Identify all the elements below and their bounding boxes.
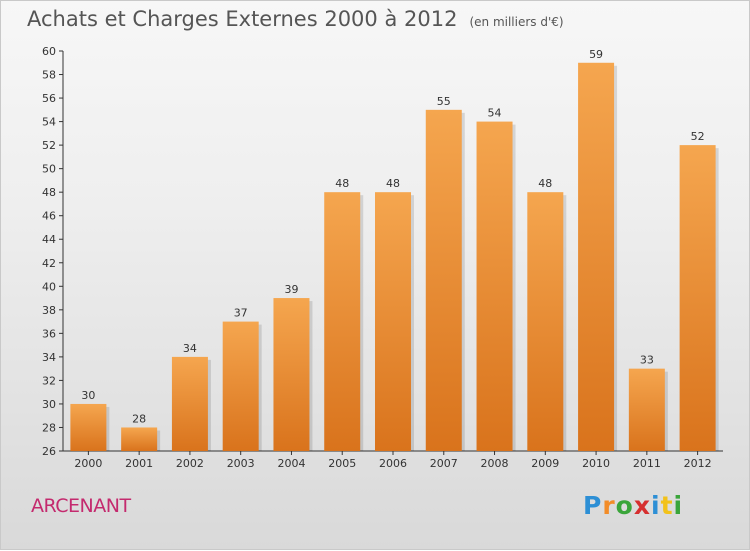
y-tick-label: 42 <box>42 257 56 270</box>
x-tick-label: 2008 <box>481 457 509 470</box>
data-label: 39 <box>284 283 298 296</box>
x-tick-label: 2005 <box>328 457 356 470</box>
bar <box>70 403 107 451</box>
bar <box>476 121 513 452</box>
bar <box>222 321 259 451</box>
bar <box>171 356 208 451</box>
y-tick-label: 54 <box>42 116 56 129</box>
x-tick-label: 2006 <box>379 457 407 470</box>
x-tick-label: 2004 <box>277 457 305 470</box>
y-tick-label: 34 <box>42 351 56 364</box>
y-tick-label: 32 <box>42 374 56 387</box>
x-tick-label: 2000 <box>74 457 102 470</box>
y-tick-label: 56 <box>42 92 56 105</box>
y-tick-label: 40 <box>42 280 56 293</box>
data-label: 48 <box>386 177 400 190</box>
x-tick-label: 2003 <box>227 457 255 470</box>
x-tick-label: 2007 <box>430 457 458 470</box>
bar <box>375 192 411 452</box>
bar <box>578 62 615 451</box>
y-tick-label: 28 <box>42 421 56 434</box>
bar <box>324 192 361 452</box>
x-tick-label: 2001 <box>125 457 153 470</box>
x-tick-label: 2011 <box>633 457 661 470</box>
data-label: 54 <box>488 107 502 120</box>
data-label: 34 <box>183 342 197 355</box>
bar <box>121 427 158 451</box>
data-label: 48 <box>335 177 349 190</box>
bar <box>273 298 310 451</box>
data-label: 59 <box>589 48 603 61</box>
chart-title-text: Achats et Charges Externes 2000 à 2012 <box>27 7 458 31</box>
data-label: 30 <box>81 389 95 402</box>
bar <box>628 368 665 451</box>
proxiti-logo: Proxiti <box>583 491 684 520</box>
chart-title: Achats et Charges Externes 2000 à 2012 (e… <box>27 7 564 31</box>
y-tick-label: 46 <box>42 210 56 223</box>
data-label: 48 <box>538 177 552 190</box>
data-label: 52 <box>691 130 705 143</box>
place-name: ARCENANT <box>31 495 131 517</box>
bar <box>425 109 462 451</box>
chart-subtitle: (en milliers d'€) <box>469 15 564 29</box>
bar <box>527 192 564 452</box>
bar <box>679 145 716 451</box>
y-tick-label: 50 <box>42 163 56 176</box>
y-tick-label: 44 <box>42 233 56 246</box>
y-tick-label: 36 <box>42 327 56 340</box>
x-tick-label: 2010 <box>582 457 610 470</box>
y-tick-label: 38 <box>42 304 56 317</box>
x-tick-label: 2012 <box>684 457 712 470</box>
data-label: 33 <box>640 354 654 367</box>
x-tick-label: 2009 <box>531 457 559 470</box>
y-tick-label: 52 <box>42 139 56 152</box>
y-tick-label: 58 <box>42 69 56 82</box>
data-label: 28 <box>132 412 146 425</box>
y-tick-label: 30 <box>42 398 56 411</box>
x-tick-label: 2002 <box>176 457 204 470</box>
y-tick-label: 48 <box>42 186 56 199</box>
data-label: 37 <box>234 307 248 320</box>
y-tick-label: 60 <box>42 45 56 58</box>
data-label: 55 <box>437 95 451 108</box>
y-tick-label: 26 <box>42 445 56 458</box>
